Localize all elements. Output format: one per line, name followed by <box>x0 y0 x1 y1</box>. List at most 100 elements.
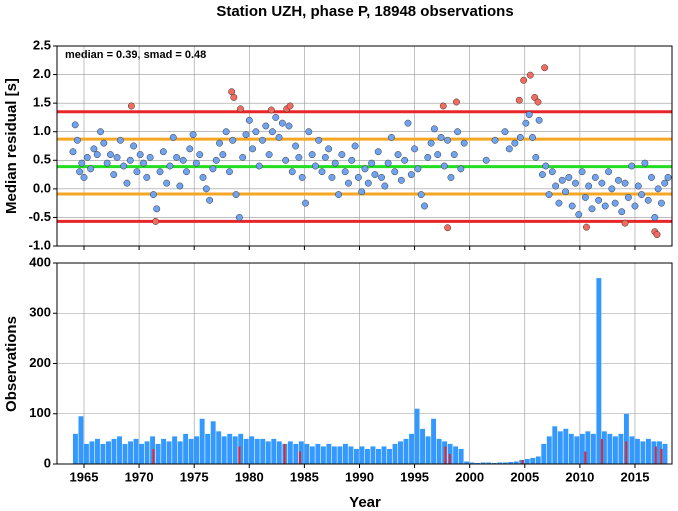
bar <box>304 443 310 464</box>
point <box>361 165 369 173</box>
point <box>397 176 405 184</box>
point <box>568 202 576 210</box>
point <box>424 153 432 161</box>
bar <box>376 448 381 464</box>
bar <box>194 436 200 464</box>
point <box>605 168 612 176</box>
x-tick-label: 1990 <box>345 469 374 484</box>
point <box>239 153 247 161</box>
bar <box>111 438 117 464</box>
point <box>522 119 530 127</box>
point <box>93 151 101 159</box>
highlight-bar <box>283 443 286 464</box>
point <box>255 162 263 170</box>
highlight-bar <box>584 451 587 464</box>
point <box>136 151 144 159</box>
point <box>143 173 151 181</box>
point <box>371 171 379 179</box>
bar <box>541 443 547 464</box>
bar <box>601 431 607 464</box>
point <box>378 173 385 181</box>
bar <box>629 436 635 464</box>
point <box>76 168 84 176</box>
point <box>454 128 462 136</box>
point <box>358 188 366 196</box>
y-tick-label: 400 <box>29 254 51 269</box>
point <box>286 102 294 110</box>
point <box>545 191 553 199</box>
bar <box>640 441 646 464</box>
point <box>505 145 513 153</box>
bar <box>172 436 178 464</box>
point <box>126 156 134 164</box>
point <box>354 173 362 181</box>
bar <box>370 446 376 464</box>
highlight-bar <box>625 441 628 464</box>
point <box>341 168 349 176</box>
bar <box>420 428 426 464</box>
point <box>232 191 240 199</box>
point <box>651 213 659 221</box>
bar <box>166 441 172 464</box>
bar <box>271 438 277 464</box>
point <box>381 182 389 190</box>
point <box>140 159 147 167</box>
bar <box>458 448 464 464</box>
point <box>447 173 455 181</box>
point <box>529 133 536 141</box>
point <box>628 162 636 170</box>
bar <box>243 438 249 464</box>
point <box>591 173 599 181</box>
bar <box>100 443 106 464</box>
x-tick-label: 1985 <box>290 469 319 484</box>
bar <box>392 443 398 464</box>
point <box>618 208 626 216</box>
bar <box>254 438 260 464</box>
plot-frame <box>56 45 673 247</box>
point <box>608 185 616 193</box>
bar <box>89 441 95 464</box>
point <box>653 231 661 239</box>
bar <box>497 462 503 464</box>
highlight-bar <box>521 459 524 464</box>
bar <box>618 433 624 464</box>
point <box>453 98 460 106</box>
point <box>384 159 392 167</box>
point <box>189 131 197 139</box>
point <box>654 185 662 193</box>
bar <box>381 446 387 464</box>
point <box>212 156 220 164</box>
point <box>595 196 603 204</box>
bar <box>287 441 293 464</box>
bar <box>486 462 492 464</box>
point <box>520 76 528 84</box>
point <box>614 176 622 184</box>
point <box>222 128 230 136</box>
point <box>186 145 194 153</box>
point <box>166 162 174 170</box>
bar <box>276 441 282 464</box>
highlight-bar <box>600 438 603 464</box>
bar <box>590 433 596 464</box>
point <box>318 168 326 176</box>
point <box>83 153 91 161</box>
point <box>515 96 523 104</box>
point <box>120 162 128 170</box>
point <box>538 171 546 179</box>
point <box>641 159 649 167</box>
point <box>558 176 566 184</box>
bar <box>183 433 189 464</box>
point <box>578 168 586 176</box>
point <box>328 173 336 181</box>
bar <box>205 433 211 464</box>
x-tick-label: 1970 <box>125 469 154 484</box>
point <box>106 151 114 159</box>
bar <box>320 446 326 464</box>
point <box>163 179 171 187</box>
point <box>321 153 329 161</box>
point <box>116 136 124 144</box>
bar <box>95 438 100 464</box>
point <box>482 156 490 164</box>
point <box>583 223 590 231</box>
